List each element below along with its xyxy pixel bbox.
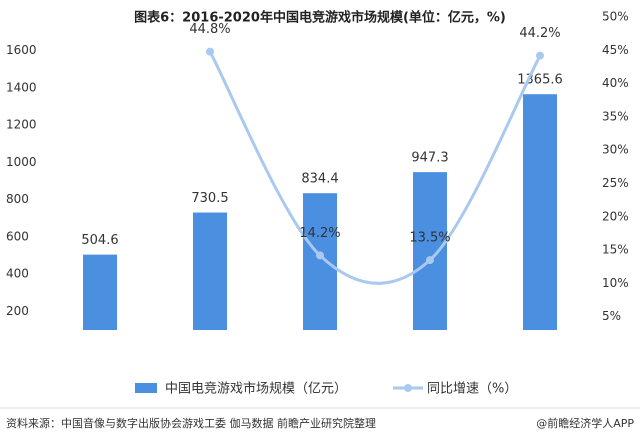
data-label: 834.4	[301, 172, 338, 187]
y2-tick-label: 15%	[602, 243, 629, 257]
y2-tick-label: 30%	[602, 143, 629, 157]
data-label: 44.2%	[519, 26, 560, 41]
bar	[413, 172, 447, 330]
source: 资料来源：中国音像与数字出版协会游戏工委 伽马数据 前瞻产业研究院整理	[6, 416, 376, 430]
y2-tick-label: 10%	[602, 276, 629, 290]
credit: @前瞻经济学人APP	[536, 416, 634, 430]
y-tick-label: 1600	[6, 43, 37, 57]
bar	[303, 193, 337, 330]
bar	[523, 94, 557, 330]
bar	[193, 212, 227, 330]
data-label: 504.6	[81, 233, 118, 248]
y2-tick-label: 35%	[602, 109, 629, 123]
chart-title: 图表6：2016-2020年中国电竞游戏市场规模(单位：亿元，%)	[134, 10, 506, 26]
legend-swatch	[135, 383, 157, 393]
line-marker	[426, 256, 434, 265]
line-marker	[536, 51, 544, 60]
y-tick-label: 1000	[6, 155, 37, 169]
legend-swatch	[404, 384, 412, 392]
y-tick-label: 200	[6, 304, 29, 318]
bar	[83, 254, 117, 330]
y-tick-label: 1200	[6, 118, 37, 132]
line	[208, 50, 542, 285]
y2-tick-label: 5%	[602, 309, 621, 323]
y2-tick-label: 50%	[602, 10, 629, 24]
data-label: 947.3	[411, 151, 448, 166]
data-label: 730.5	[191, 191, 228, 206]
data-label: 13.5%	[409, 231, 450, 246]
line-marker	[206, 47, 214, 56]
y-tick-label: 400	[6, 267, 29, 281]
y-tick-label: 600	[6, 229, 29, 243]
legend-label: 中国电竞游戏市场规模（亿元）	[165, 381, 347, 397]
data-label: 44.8%	[189, 22, 230, 37]
y-tick-label: 1400	[6, 80, 37, 94]
legend-label: 同比增速（%）	[427, 382, 517, 397]
y2-tick-label: 45%	[602, 43, 629, 57]
data-label: 14.2%	[299, 226, 340, 241]
y2-tick-label: 40%	[602, 76, 629, 90]
y-tick-label: 800	[6, 192, 29, 206]
y2-tick-label: 20%	[602, 209, 629, 223]
line-marker	[316, 251, 324, 260]
y2-tick-label: 25%	[602, 176, 629, 190]
